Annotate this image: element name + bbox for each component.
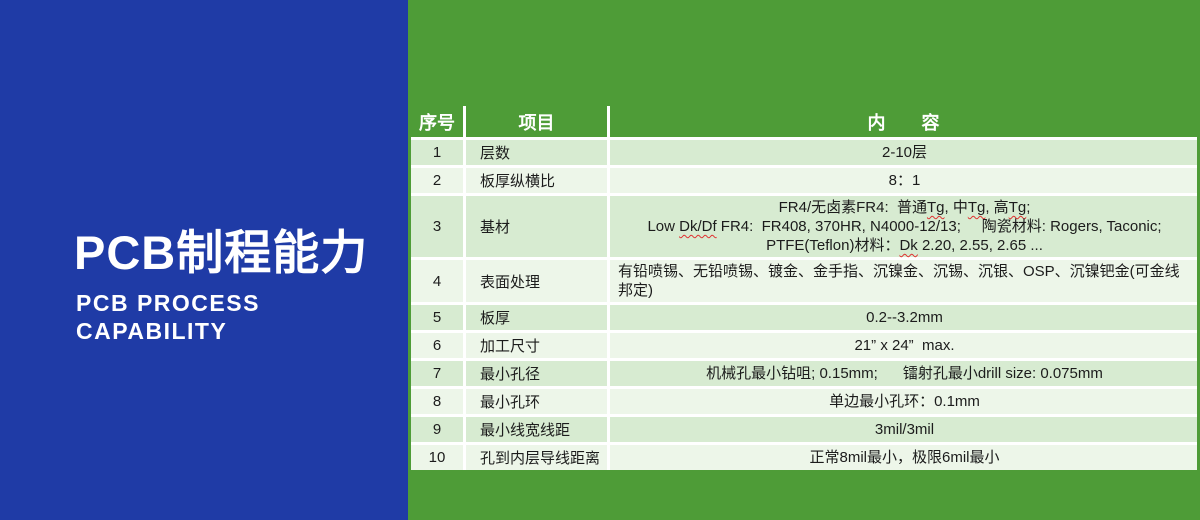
row-item-cell: 层数 (466, 140, 607, 165)
content-line: 0.2--3.2mm (866, 308, 943, 327)
subtitle-line-1: PCB PROCESS (76, 290, 260, 316)
page-subtitle: PCB PROCESS CAPABILITY (76, 289, 260, 345)
row-number-cell: 1 (411, 140, 463, 165)
content-text: 2-10层 (881, 144, 928, 161)
row-content-cell: 正常8mil最小，极限6mil最小 (610, 445, 1197, 470)
table-row: 1 层数 2-10层 (411, 140, 1197, 165)
content-line: PTFE(Teflon)材料：Dk 2.20, 2.55, 2.65 ... (766, 236, 1043, 255)
row-content-cell: 有铅喷锡、无铅喷锡、镀金、金手指、沉镍金、沉锡、沉银、OSP、沉镍钯金(可金线邦… (610, 260, 1197, 302)
content-text: , 高 (985, 199, 1009, 216)
content-text: 单边最小孔环：0.1mm (829, 393, 980, 410)
table-row: 2 板厚纵横比 8：1 (411, 168, 1197, 193)
table-row: 5 板厚 0.2--3.2mm (411, 305, 1197, 330)
row-item-cell: 表面处理 (466, 260, 607, 302)
header-col-number: 序号 (411, 106, 463, 137)
header-col-item: 项目 (466, 106, 607, 137)
row-number-cell: 3 (411, 196, 463, 257)
row-item-cell: 最小孔径 (466, 361, 607, 386)
content-line: 2-10层 (882, 143, 927, 162)
content-line: 有铅喷锡、无铅喷锡、镀金、金手指、沉镍金、沉锡、沉银、OSP、沉镍钯金(可金线邦… (618, 262, 1191, 300)
row-content-cell: 21” x 24” max. (610, 333, 1197, 358)
spellcheck-underlined-text: Dk/Df (679, 218, 717, 235)
spellcheck-underlined-text: Dk (899, 237, 918, 254)
row-number-cell: 9 (411, 417, 463, 442)
row-item-cell: 加工尺寸 (466, 333, 607, 358)
table-row: 4 表面处理 有铅喷锡、无铅喷锡、镀金、金手指、沉镍金、沉锡、沉银、OSP、沉镍钯金… (411, 260, 1197, 302)
table-row: 10 孔到内层导线距离 正常8mil最小，极限6mil最小 (411, 445, 1197, 470)
row-content-cell: 3mil/3mil (610, 417, 1197, 442)
row-item-cell: 板厚纵横比 (466, 168, 607, 193)
row-item-cell: 基材 (466, 196, 607, 257)
header-col-content: 内 容 (610, 106, 1197, 137)
table-row: 8 最小孔环 单边最小孔环：0.1mm (411, 389, 1197, 414)
content-text: 8：1 (888, 172, 921, 189)
row-content-cell: FR4/无卤素FR4: 普通Tg, 中Tg, 高Tg; Low Dk/Df FR4… (610, 196, 1197, 257)
content-text: 21” x 24” max. (854, 337, 955, 354)
row-number-cell: 10 (411, 445, 463, 470)
subtitle-line-2: CAPABILITY (76, 318, 228, 344)
row-content-cell: 0.2--3.2mm (610, 305, 1197, 330)
row-content-cell: 8：1 (610, 168, 1197, 193)
row-item-cell: 孔到内层导线距离 (466, 445, 607, 470)
table-row: 6 加工尺寸 21” x 24” max. (411, 333, 1197, 358)
row-item-cell: 板厚 (466, 305, 607, 330)
content-text: PTFE(Teflon)材料： (766, 237, 900, 254)
content-text: 0.2--3.2mm (866, 309, 943, 326)
title-panel: PCB制程能力 PCB PROCESS CAPABILITY (0, 0, 408, 520)
spellcheck-underlined-text: Tg (967, 199, 986, 216)
page-title: PCB制程能力 (74, 226, 369, 279)
spellcheck-underlined-text: Tg (926, 199, 945, 216)
row-number-cell: 4 (411, 260, 463, 302)
content-text: 3mil/3mil (874, 421, 935, 438)
content-line: FR4/无卤素FR4: 普通Tg, 中Tg, 高Tg; (779, 198, 1031, 217)
row-item-cell: 最小线宽线距 (466, 417, 607, 442)
row-content-cell: 2-10层 (610, 140, 1197, 165)
content-text: 2.20, 2.55, 2.65 ... (917, 237, 1043, 254)
content-line: 单边最小孔环：0.1mm (829, 392, 980, 411)
content-text: FR4: FR408, 370HR, N4000-12/13; 陶瓷材料: Ro… (716, 218, 1162, 235)
content-line: 21” x 24” max. (854, 336, 954, 355)
content-text: ; (1026, 199, 1031, 216)
row-number-cell: 2 (411, 168, 463, 193)
content-text: FR4/无卤素FR4: 普通 (778, 199, 927, 216)
content-text: 有铅喷锡、无铅喷锡、镀金、金手指、沉镍金、沉锡、沉银、OSP、沉镍钯金(可金线邦… (618, 263, 1180, 299)
row-content-cell: 机械孔最小钻咀; 0.15mm; 镭射孔最小drill size: 0.075m… (610, 361, 1197, 386)
row-content-cell: 单边最小孔环：0.1mm (610, 389, 1197, 414)
table-header-row: 序号 项目 内 容 (411, 106, 1197, 137)
row-number-cell: 7 (411, 361, 463, 386)
content-text: 正常8mil最小，极限6mil最小 (809, 449, 1000, 466)
row-number-cell: 5 (411, 305, 463, 330)
content-line: 机械孔最小钻咀; 0.15mm; 镭射孔最小drill size: 0.075m… (706, 364, 1103, 383)
content-line: 3mil/3mil (875, 420, 934, 439)
content-text: 机械孔最小钻咀; 0.15mm; 镭射孔最小drill size: 0.075m… (706, 365, 1103, 382)
table-row: 3 基材 FR4/无卤素FR4: 普通Tg, 中Tg, 高Tg; Low Dk/Df … (411, 196, 1197, 257)
content-line: 8：1 (889, 171, 921, 190)
table-row: 9 最小线宽线距 3mil/3mil (411, 417, 1197, 442)
content-line: Low Dk/Df FR4: FR408, 370HR, N4000-12/13… (647, 217, 1161, 236)
capability-table: 序号 项目 内 容 1 层数 2-10层 2 板厚纵横比 8：1 3 基材 FR4/无卤素FR4… (411, 106, 1197, 470)
content-text: , 中 (944, 199, 968, 216)
row-number-cell: 6 (411, 333, 463, 358)
row-item-cell: 最小孔环 (466, 389, 607, 414)
table-row: 7 最小孔径 机械孔最小钻咀; 0.15mm; 镭射孔最小drill size: 0… (411, 361, 1197, 386)
content-line: 正常8mil最小，极限6mil最小 (809, 448, 999, 467)
content-text: Low (647, 218, 680, 235)
row-number-cell: 8 (411, 389, 463, 414)
spellcheck-underlined-text: Tg (1008, 199, 1027, 216)
